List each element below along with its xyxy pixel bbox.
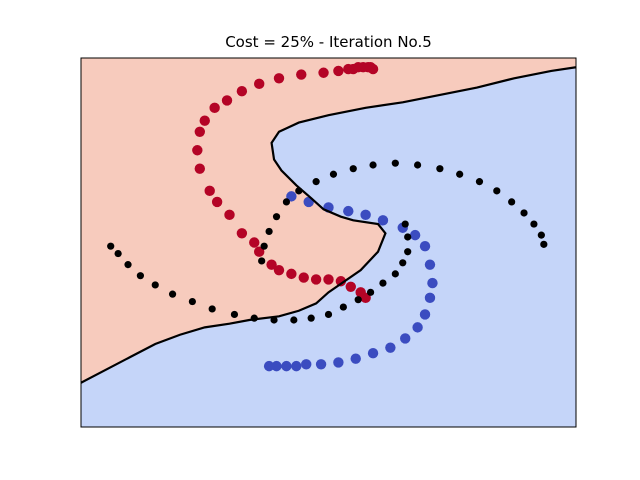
- misclassified-point-s3: [530, 220, 538, 228]
- chart-title: Cost = 25% - Iteration No.5: [225, 33, 432, 51]
- misclassified-point-s3: [272, 213, 281, 221]
- misclassified-point-s3: [475, 178, 484, 186]
- misclassified-point-s3: [456, 170, 464, 178]
- data-point-s0: [224, 209, 235, 221]
- misclassified-point-s3: [537, 231, 545, 239]
- misclassified-point-s3: [508, 198, 516, 206]
- data-point-s0: [221, 95, 233, 106]
- misclassified-point-s3: [349, 165, 357, 173]
- data-point-s1: [333, 357, 344, 368]
- data-point-s0: [310, 274, 322, 285]
- data-point-s0: [199, 115, 210, 126]
- data-point-s0: [209, 102, 220, 114]
- misclassified-point-s2: [151, 281, 159, 289]
- data-point-s0: [335, 276, 347, 287]
- misclassified-point-s2: [136, 272, 144, 280]
- data-point-s0: [249, 237, 260, 248]
- data-point-s0: [211, 196, 223, 208]
- data-point-s0: [318, 67, 329, 78]
- misclassified-point-s2: [290, 316, 298, 324]
- data-point-s0: [298, 272, 309, 283]
- data-point-s1: [427, 277, 438, 289]
- misclassified-point-s2: [404, 233, 412, 241]
- decision-boundary-line: [81, 66, 576, 384]
- axes-frame: [80, 57, 577, 428]
- misclassified-point-s3: [414, 161, 422, 169]
- data-point-s0: [355, 287, 366, 298]
- misclassified-point-s2: [404, 248, 412, 256]
- data-point-s1: [419, 240, 431, 252]
- data-point-s1: [424, 292, 436, 304]
- misclassified-point-s3: [540, 240, 548, 248]
- misclassified-point-s2: [208, 305, 216, 313]
- data-point-s0: [236, 228, 248, 239]
- misclassified-point-s2: [324, 310, 333, 319]
- plot-area: [81, 58, 576, 427]
- data-point-s0: [273, 264, 285, 276]
- data-point-s1: [419, 309, 431, 320]
- data-point-s0: [333, 65, 344, 77]
- misclassified-point-s3: [436, 165, 444, 173]
- data-point-s1: [409, 229, 421, 241]
- misclassified-point-s3: [260, 242, 268, 250]
- misclassified-point-s2: [354, 296, 362, 304]
- misclassified-point-s3: [493, 187, 501, 195]
- data-point-s1: [286, 191, 297, 202]
- misclassified-point-s2: [307, 314, 315, 322]
- misclassified-point-s2: [124, 261, 132, 269]
- misclassified-point-s2: [379, 279, 387, 287]
- data-point-s0: [204, 185, 215, 197]
- misclassified-point-s2: [188, 297, 196, 306]
- misclassified-point-s2: [399, 259, 407, 267]
- data-point-s1: [281, 360, 292, 372]
- data-point-s1: [350, 353, 361, 364]
- data-point-s0: [367, 63, 379, 75]
- misclassified-point-s2: [401, 220, 409, 228]
- misclassified-point-s2: [168, 290, 177, 298]
- data-point-s0: [194, 163, 205, 174]
- data-point-s0: [266, 259, 277, 270]
- data-point-s0: [192, 145, 203, 156]
- misclassified-point-s3: [369, 161, 377, 169]
- misclassified-point-s3: [329, 170, 338, 178]
- data-point-s1: [315, 359, 327, 370]
- data-point-s1: [263, 360, 275, 372]
- misclassified-point-s3: [520, 209, 528, 217]
- data-point-s0: [254, 246, 265, 257]
- misclassified-point-s3: [312, 178, 320, 186]
- misclassified-point-s3: [391, 159, 399, 167]
- data-point-s0: [286, 268, 297, 280]
- misclassified-point-s2: [366, 288, 375, 296]
- region-blue: [81, 67, 576, 427]
- data-point-s0: [254, 78, 265, 90]
- data-point-s1: [385, 342, 396, 353]
- misclassified-point-s2: [339, 303, 347, 311]
- data-point-s1: [360, 209, 371, 221]
- data-point-s1: [424, 259, 436, 270]
- misclassified-point-s2: [230, 310, 239, 319]
- misclassified-point-s3: [265, 227, 273, 236]
- data-point-s1: [400, 333, 411, 344]
- misclassified-point-s2: [114, 249, 122, 258]
- data-point-s1: [412, 322, 423, 333]
- data-point-s1: [367, 348, 379, 359]
- misclassified-point-s2: [391, 270, 399, 278]
- data-point-s1: [377, 215, 389, 226]
- misclassified-point-s2: [107, 242, 115, 250]
- data-point-s0: [296, 69, 307, 80]
- data-point-s0: [236, 86, 248, 97]
- data-point-s1: [301, 359, 312, 370]
- data-point-s1: [271, 360, 282, 372]
- misclassified-point-s3: [258, 257, 266, 265]
- data-point-s1: [343, 205, 354, 217]
- data-point-s1: [291, 360, 302, 372]
- data-point-s0: [194, 126, 205, 137]
- data-point-s0: [323, 274, 334, 285]
- data-point-s0: [273, 73, 285, 84]
- misclassified-point-s3: [282, 198, 291, 206]
- data-point-s0: [345, 281, 356, 292]
